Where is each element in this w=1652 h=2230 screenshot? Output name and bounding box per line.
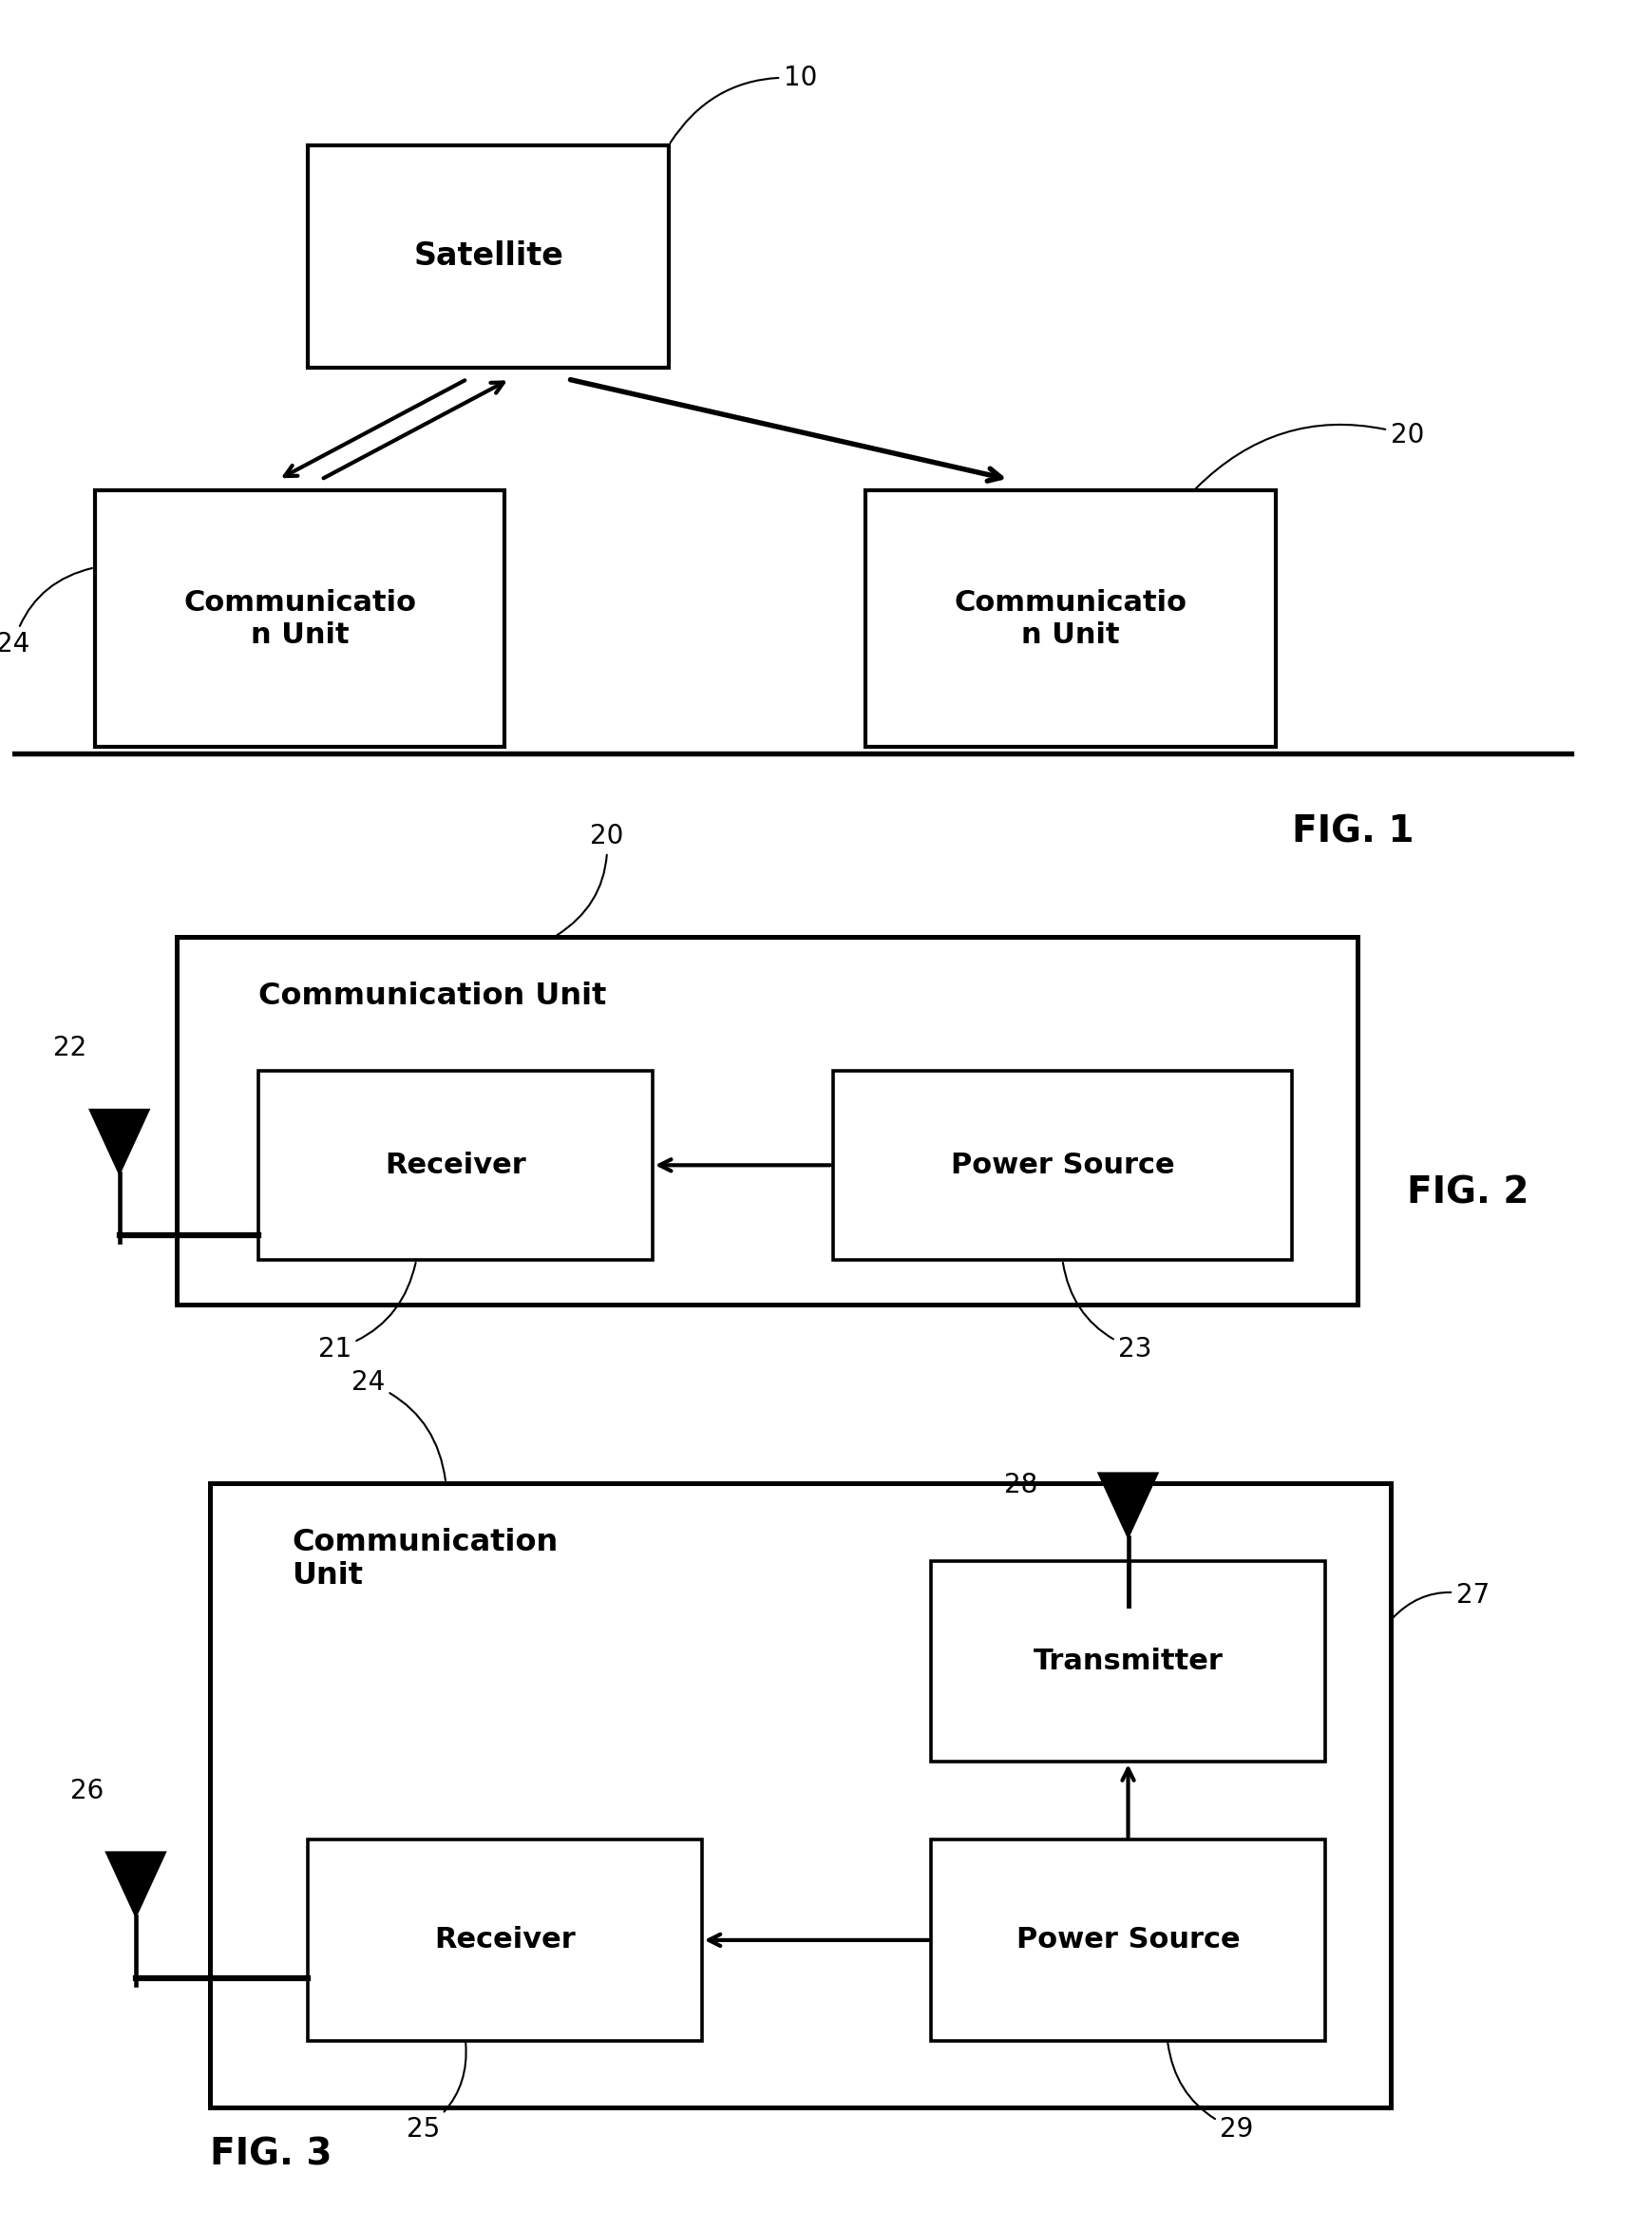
Text: 24: 24	[0, 569, 93, 658]
Text: Communicatio
n Unit: Communicatio n Unit	[183, 589, 416, 649]
Text: 23: 23	[1062, 1262, 1151, 1363]
Text: 10: 10	[671, 65, 816, 143]
Text: 28: 28	[1004, 1472, 1037, 1499]
Polygon shape	[1099, 1474, 1156, 1536]
Text: Transmitter: Transmitter	[1032, 1648, 1222, 1675]
Text: 20: 20	[1194, 421, 1424, 488]
Text: 25: 25	[406, 2043, 466, 2143]
Text: 26: 26	[69, 1777, 104, 1804]
Text: Power Source: Power Source	[1016, 1927, 1239, 1953]
Polygon shape	[89, 1111, 149, 1173]
Text: FIG. 2: FIG. 2	[1406, 1175, 1528, 1211]
FancyBboxPatch shape	[307, 145, 669, 368]
FancyBboxPatch shape	[210, 1483, 1389, 2107]
FancyBboxPatch shape	[833, 1070, 1292, 1260]
Text: FIG. 1: FIG. 1	[1292, 814, 1414, 850]
Text: FIG. 3: FIG. 3	[210, 2136, 332, 2172]
Text: Power Source: Power Source	[950, 1151, 1173, 1180]
Text: 27: 27	[1391, 1581, 1488, 1619]
Text: Communication Unit: Communication Unit	[259, 981, 606, 1010]
Text: Receiver: Receiver	[434, 1927, 575, 1953]
Text: Satellite: Satellite	[413, 241, 563, 272]
FancyBboxPatch shape	[94, 491, 504, 747]
FancyBboxPatch shape	[307, 1840, 700, 2040]
FancyBboxPatch shape	[866, 491, 1275, 747]
Polygon shape	[106, 1853, 165, 1916]
Text: 20: 20	[557, 823, 623, 934]
Text: Communicatio
n Unit: Communicatio n Unit	[953, 589, 1186, 649]
Text: 22: 22	[53, 1035, 88, 1061]
FancyBboxPatch shape	[177, 937, 1356, 1305]
FancyBboxPatch shape	[930, 1840, 1325, 2040]
Text: 24: 24	[352, 1369, 446, 1481]
FancyBboxPatch shape	[259, 1070, 653, 1260]
Text: 21: 21	[317, 1262, 416, 1363]
FancyBboxPatch shape	[930, 1561, 1325, 1762]
Text: Communication
Unit: Communication Unit	[291, 1528, 557, 1590]
Text: Receiver: Receiver	[385, 1151, 525, 1180]
Text: 29: 29	[1166, 2043, 1252, 2143]
